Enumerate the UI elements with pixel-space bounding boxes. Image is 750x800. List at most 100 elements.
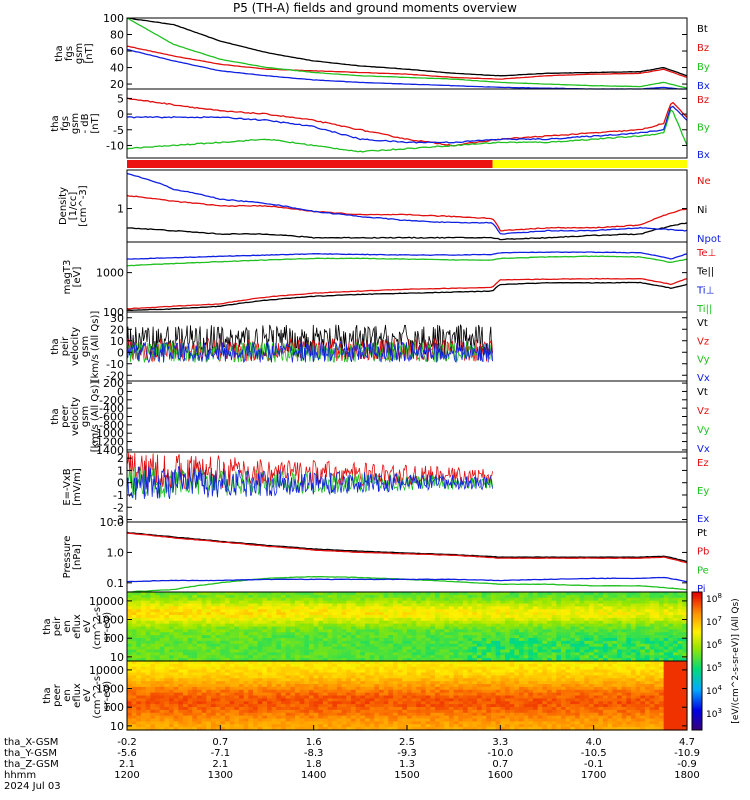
heatmap-cell: [253, 675, 259, 679]
heatmap-cell: [281, 629, 287, 633]
heatmap-cell: [178, 632, 184, 636]
heatmap-cell: [127, 709, 133, 714]
y-axis-label: tha: [50, 408, 61, 424]
heatmap-cell: [365, 592, 371, 596]
heatmap-cell: [290, 646, 296, 651]
heatmap-cell: [309, 707, 315, 711]
heatmap-cell: [565, 652, 571, 656]
heatmap-cell: [453, 655, 459, 659]
heatmap-cell: [234, 701, 240, 705]
heatmap-cell: [677, 658, 683, 662]
heatmap-cell: [579, 612, 585, 616]
heatmap-cell: [220, 684, 226, 688]
heatmap-cell: [234, 592, 240, 596]
heatmap-cell: [215, 606, 221, 610]
heatmap-cell: [295, 695, 301, 699]
heatmap-cell: [220, 612, 226, 616]
heatmap-cell: [584, 617, 590, 622]
heatmap-cell: [150, 692, 156, 697]
heatmap-cell: [141, 689, 147, 694]
heatmap-cell: [285, 701, 291, 705]
heatmap-cell: [257, 652, 263, 656]
heatmap-cell: [579, 603, 585, 607]
heatmap-cell: [593, 629, 599, 633]
heatmap-cell: [505, 643, 511, 648]
heatmap-cell: [481, 603, 487, 607]
heatmap-cell: [271, 684, 277, 688]
heatmap-cell: [155, 707, 161, 711]
heatmap-cell: [150, 612, 156, 616]
heatmap-cell: [472, 640, 478, 645]
heatmap-cell: [449, 661, 455, 665]
heatmap-cell: [201, 709, 207, 714]
heatmap-cell: [155, 612, 161, 616]
heatmap-cell: [164, 692, 170, 697]
heatmap-cell: [505, 638, 511, 642]
heatmap-cell: [435, 695, 441, 699]
heatmap-cell: [234, 695, 240, 699]
heatmap-cell: [649, 649, 655, 653]
heatmap-cell: [337, 609, 343, 613]
heatmap-cell: [458, 672, 464, 676]
heatmap-cell: [248, 689, 254, 694]
heatmap-cell: [327, 701, 333, 705]
heatmap-cell: [183, 672, 189, 676]
heatmap-cell: [201, 704, 207, 708]
heatmap-cell: [435, 681, 441, 685]
heatmap-cell: [211, 724, 217, 728]
heatmap-cell: [388, 709, 394, 714]
heatmap-cell: [355, 727, 361, 731]
heatmap-cell: [542, 638, 548, 642]
heatmap-cell: [285, 669, 291, 674]
heatmap-cell: [570, 635, 576, 639]
heatmap-cell: [360, 709, 366, 714]
heatmap-cell: [397, 649, 403, 653]
heatmap-cell: [654, 615, 660, 619]
heatmap-cell: [220, 724, 226, 728]
heatmap-cell: [463, 594, 469, 599]
heatmap-cell: [267, 646, 273, 651]
y-tick-label: 0.1: [107, 577, 125, 590]
heatmap-cell: [355, 652, 361, 656]
heatmap-cell: [141, 701, 147, 705]
heatmap-cell: [262, 709, 268, 714]
heatmap-cell: [481, 649, 487, 653]
heatmap-cell: [495, 617, 501, 622]
heatmap-cell: [248, 655, 254, 659]
heatmap-cell: [295, 612, 301, 616]
heatmap-cell: [164, 597, 170, 602]
heatmap-cell: [631, 643, 637, 648]
heatmap-cell: [383, 594, 389, 599]
heatmap-cell: [547, 600, 553, 605]
heatmap-cell: [206, 632, 212, 636]
heatmap-cell: [262, 721, 268, 725]
heatmap-cell: [267, 620, 273, 625]
heatmap-cell: [197, 686, 203, 691]
y-axis-label: [nT]: [84, 43, 95, 63]
heatmap-cell: [197, 632, 203, 636]
heatmap-cell: [257, 612, 263, 616]
heatmap-cell: [131, 632, 137, 636]
heatmap-cell: [416, 615, 422, 619]
heatmap-cell: [169, 606, 175, 610]
heatmap-cell: [239, 709, 245, 714]
heatmap-cell: [276, 643, 282, 648]
heatmap-cell: [173, 663, 179, 668]
heatmap-cell: [346, 615, 352, 619]
heatmap-cell: [402, 658, 408, 662]
heatmap-cell: [407, 629, 413, 633]
heatmap-cell: [267, 655, 273, 659]
heatmap-cell: [444, 606, 450, 610]
heatmap-cell: [295, 669, 301, 674]
heatmap-cell: [402, 646, 408, 651]
heatmap-cell: [267, 704, 273, 708]
heatmap-cell: [309, 620, 315, 625]
heatmap-cell: [682, 649, 688, 653]
heatmap-cell: [449, 704, 455, 708]
heatmap-cell: [313, 635, 319, 639]
heatmap-cell: [201, 692, 207, 697]
heatmap-cell: [491, 686, 497, 691]
heatmap-cell: [318, 597, 324, 602]
heatmap-cell: [509, 638, 515, 642]
heatmap-cell: [407, 623, 413, 628]
